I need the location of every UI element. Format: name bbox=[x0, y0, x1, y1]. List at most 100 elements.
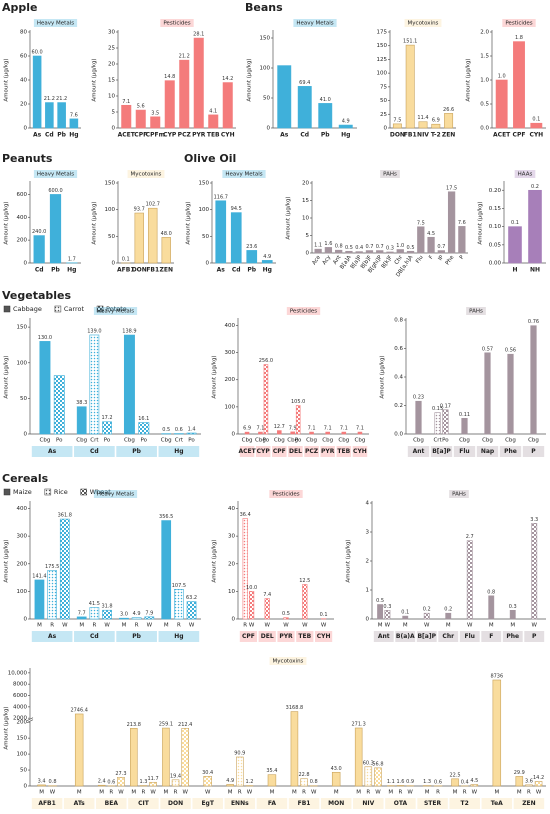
category-bg bbox=[239, 446, 255, 457]
value-label: 38.3 bbox=[76, 400, 87, 406]
panel-label-bg bbox=[33, 19, 78, 27]
bar bbox=[161, 237, 171, 264]
x-sub-label: R bbox=[243, 623, 247, 629]
category-bg bbox=[481, 798, 513, 809]
y-tick-label: 0 bbox=[267, 126, 271, 132]
x-sub-label: Cbg bbox=[255, 438, 266, 444]
x-tick-label: Ant bbox=[378, 633, 390, 640]
x-tick-label: TEB bbox=[298, 633, 311, 640]
x-tick-label: F bbox=[489, 633, 493, 640]
y-tick-label: 400 bbox=[225, 323, 236, 329]
x-tick-label: DEL bbox=[261, 633, 274, 640]
y-tick-label: 0 bbox=[24, 617, 28, 623]
x-sub-label: Po bbox=[295, 438, 302, 444]
y-tick-label: 175 bbox=[377, 30, 388, 36]
bar bbox=[59, 518, 70, 620]
value-label: 212.4 bbox=[178, 722, 192, 728]
x-tick-label: Cd bbox=[90, 448, 99, 455]
bar bbox=[357, 431, 363, 435]
value-label: 3.4 bbox=[38, 778, 46, 784]
y-axis-label: Amount (µg/kg) bbox=[4, 355, 10, 398]
value-label: 105.0 bbox=[291, 399, 305, 405]
y-tick-label: 10,000 bbox=[8, 670, 28, 676]
value-label: 29.9 bbox=[514, 770, 525, 776]
bar bbox=[258, 431, 263, 435]
bar bbox=[130, 728, 138, 787]
bar bbox=[215, 200, 227, 264]
x-tick-label: Chr bbox=[394, 254, 405, 266]
value-label: 0.6 bbox=[175, 427, 183, 433]
value-label: 139.0 bbox=[87, 328, 101, 334]
section-title: Peanuts bbox=[2, 152, 53, 165]
x-sub-label: R bbox=[366, 790, 370, 796]
value-label: 7.1 bbox=[340, 426, 348, 432]
bar bbox=[515, 776, 524, 787]
x-sub-label: M bbox=[517, 790, 522, 796]
x-tick-label: EgT bbox=[201, 800, 214, 807]
bar bbox=[445, 612, 452, 620]
bar bbox=[417, 226, 425, 254]
category-bg bbox=[499, 446, 522, 457]
bar bbox=[123, 334, 135, 435]
value-label: 11.7 bbox=[148, 776, 159, 782]
value-label: 2.4 bbox=[98, 779, 106, 785]
legend-label: Carrot bbox=[64, 305, 85, 313]
x-sub-label: M bbox=[378, 623, 383, 629]
legend-swatch bbox=[44, 488, 52, 496]
x-sub-label: M bbox=[270, 790, 275, 796]
value-label: 43.0 bbox=[331, 766, 342, 772]
y-tick-label: 0 bbox=[112, 126, 116, 132]
y-tick-label: 150 bbox=[17, 325, 28, 331]
y-tick-label: 300 bbox=[225, 350, 236, 356]
value-label: 41.5 bbox=[89, 601, 100, 607]
x-tick-label: CPF bbox=[242, 633, 255, 640]
bar bbox=[57, 102, 66, 129]
y-tick-label: 0.2 bbox=[394, 403, 403, 409]
value-label: 0.76 bbox=[528, 319, 539, 325]
value-label: 0.5 bbox=[345, 245, 353, 251]
category-bg bbox=[258, 631, 276, 642]
y-tick-label: 200 bbox=[225, 377, 236, 383]
y-tick-label: 50 bbox=[263, 96, 270, 102]
y-tick-label: 150 bbox=[105, 181, 116, 187]
x-sub-label: Crt bbox=[433, 438, 442, 444]
value-label: 0.6 bbox=[434, 779, 442, 785]
x-tick-label: DEL bbox=[289, 448, 302, 455]
bar bbox=[437, 250, 445, 254]
x-sub-label: M bbox=[425, 790, 430, 796]
bar bbox=[89, 334, 100, 435]
category-bg bbox=[522, 446, 545, 457]
x-tick-label: As bbox=[217, 267, 226, 274]
y-tick-label: 20 bbox=[20, 102, 27, 108]
value-label: 1.7 bbox=[68, 256, 76, 262]
bar bbox=[144, 616, 155, 620]
x-sub-label: Cbg bbox=[459, 438, 470, 444]
bar bbox=[386, 251, 394, 254]
bar bbox=[324, 247, 333, 254]
bar bbox=[458, 226, 466, 254]
value-label: 3.3 bbox=[530, 517, 538, 523]
bar bbox=[131, 617, 142, 620]
panel-label: Mycotoxins bbox=[273, 659, 304, 665]
y-tick-label: 75 bbox=[380, 84, 387, 90]
x-tick-label: CYH bbox=[529, 132, 543, 139]
bar bbox=[396, 249, 404, 254]
x-sub-label: M bbox=[228, 790, 233, 796]
value-label: 0.6 bbox=[107, 779, 115, 785]
category-bg bbox=[31, 631, 73, 642]
x-sub-label: Po bbox=[56, 438, 63, 444]
x-tick-label: Ace bbox=[311, 254, 322, 266]
legend-label: Cabbage bbox=[13, 305, 42, 313]
value-label: 0.1 bbox=[532, 117, 540, 123]
value-label: 7.7 bbox=[78, 610, 86, 616]
x-tick-label: Ant bbox=[413, 448, 425, 455]
y-tick-label: 40 bbox=[20, 78, 27, 84]
value-label: 0.2 bbox=[531, 184, 539, 190]
category-bg bbox=[224, 798, 256, 809]
value-label: 138.9 bbox=[122, 329, 136, 335]
y-tick-label: 300 bbox=[17, 534, 28, 540]
value-label: 213.8 bbox=[127, 722, 141, 728]
x-tick-label: Cd bbox=[300, 132, 309, 139]
x-tick-label: PYR bbox=[279, 633, 293, 640]
x-tick-label: ZEN bbox=[160, 267, 173, 274]
